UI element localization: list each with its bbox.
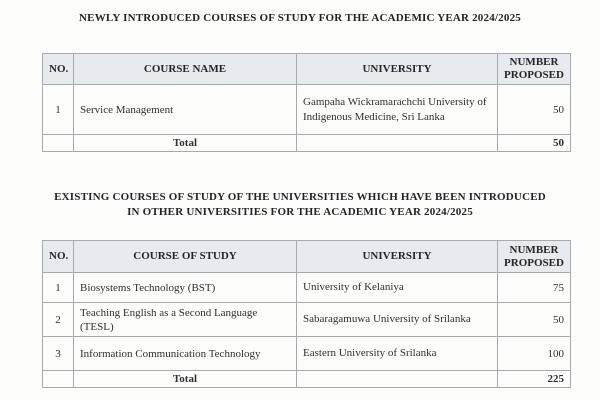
cell-no: 1 <box>42 272 74 303</box>
total-empty-no <box>42 370 74 388</box>
cell-university: University of Kelaniya <box>296 272 498 303</box>
total-empty-university <box>296 370 498 388</box>
header-no: NO. <box>42 53 74 85</box>
section-1-title: NEWLY INTRODUCED COURSES OF STUDY FOR TH… <box>79 12 521 24</box>
cell-no: 2 <box>42 302 74 337</box>
table-row: 1 Service Management Gampaha Wickramarac… <box>42 84 571 135</box>
cell-course: Service Management <box>73 84 297 135</box>
total-label: Total <box>73 134 297 152</box>
cell-university: Eastern University of Srilanka <box>296 336 498 371</box>
header-no: NO. <box>42 240 74 273</box>
cell-number: 75 <box>497 272 571 303</box>
total-value: 50 <box>497 134 571 152</box>
total-label: Total <box>73 370 297 388</box>
cell-no: 3 <box>42 336 74 371</box>
cell-university: Sabaragamuwa University of Srilanka <box>296 302 498 337</box>
table-header-row: NO. COURSE OF STUDY UNIVERSITY NUMBER PR… <box>42 240 571 273</box>
cell-number: 50 <box>497 302 571 337</box>
header-number-proposed: NUMBER PROPOSED <box>497 53 571 85</box>
header-course-name: COURSE NAME <box>73 53 297 85</box>
total-empty-university <box>296 134 498 152</box>
table-row: 3 Information Communication Technology E… <box>42 336 571 371</box>
header-number-proposed: NUMBER PROPOSED <box>497 240 571 273</box>
total-row: Total 50 <box>42 134 571 152</box>
header-university: UNIVERSITY <box>296 53 498 85</box>
table-header-row: NO. COURSE NAME UNIVERSITY NUMBER PROPOS… <box>42 53 571 85</box>
cell-number: 50 <box>497 84 571 135</box>
section-2-title: EXISTING COURSES OF STUDY OF THE UNIVERS… <box>54 191 546 218</box>
cell-course: Teaching English as a Second Language (T… <box>73 302 297 337</box>
cell-no: 1 <box>42 84 74 135</box>
cell-university: Gampaha Wickramarachchi University of In… <box>296 84 498 135</box>
table-row: 1 Biosystems Technology (BST) University… <box>42 272 571 303</box>
newly-introduced-courses-table: NO. COURSE NAME UNIVERSITY NUMBER PROPOS… <box>42 53 571 152</box>
existing-courses-table: NO. COURSE OF STUDY UNIVERSITY NUMBER PR… <box>42 240 571 388</box>
cell-course: Biosystems Technology (BST) <box>73 272 297 303</box>
total-row: Total 225 <box>42 370 571 388</box>
table-row: 2 Teaching English as a Second Language … <box>42 302 571 337</box>
total-value: 225 <box>497 370 571 388</box>
total-empty-no <box>42 134 74 152</box>
header-course-of-study: COURSE OF STUDY <box>73 240 297 273</box>
cell-course: Information Communication Technology <box>73 336 297 371</box>
cell-number: 100 <box>497 336 571 371</box>
header-university: UNIVERSITY <box>296 240 498 273</box>
